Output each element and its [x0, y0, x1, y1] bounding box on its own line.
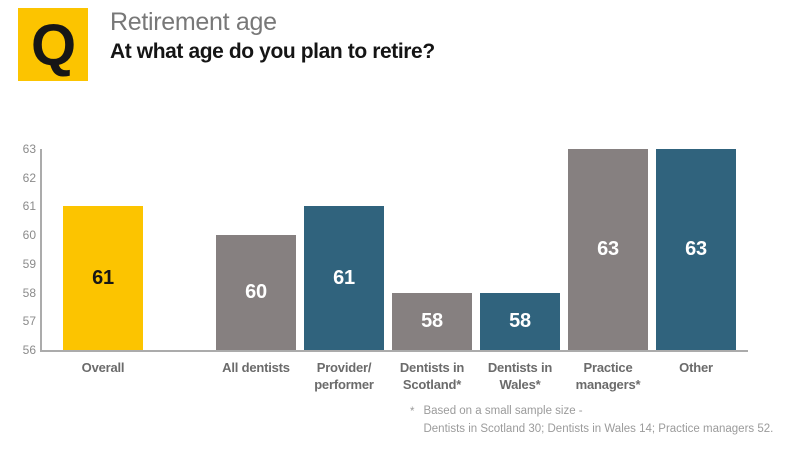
bar-value-label: 60 [245, 281, 267, 304]
bar-value-label: 63 [685, 238, 707, 260]
x-axis-label: Dentists in Scotland* [399, 360, 465, 392]
x-axis-label: Practice managers* [575, 360, 641, 392]
bar-provider-performer: 61 [304, 206, 384, 350]
y-axis-tick-label: 63 [22, 142, 36, 156]
footnote-line-1: Based on a small sample size - [423, 405, 583, 417]
y-axis-tick-label: 58 [22, 285, 36, 300]
chart-question-title: At what age do you plan to retire? [110, 40, 435, 63]
x-axis-label: Overall [81, 360, 125, 375]
x-axis-label: Provider/performer [314, 360, 374, 392]
y-axis-tick-label: 59 [22, 256, 36, 271]
question-logo: Q [18, 8, 88, 81]
bar-dentists-in-wales: 58 [480, 292, 560, 350]
bar-dentists-in-scotland: 58 [392, 292, 472, 350]
x-axis-label: Dentists in Wales* [487, 360, 553, 392]
x-axis-label: Other [679, 360, 713, 375]
footnote-asterisk: * [410, 406, 415, 418]
bar-value-label: 61 [92, 266, 114, 289]
bar-overall: 61 [63, 206, 143, 350]
y-axis-line [40, 149, 42, 352]
bar-value-label: 63 [597, 238, 619, 260]
bar-other: 63 [656, 149, 736, 350]
y-axis-tick-label: 57 [22, 314, 36, 329]
y-axis-tick-label: 56 [22, 343, 36, 357]
x-axis-label: All dentists [222, 360, 290, 375]
footnote-line-2: Dentists in Scotland 30; Dentists in Wal… [423, 423, 774, 435]
bar-practice-managers: 63 [568, 149, 648, 350]
footnote-text: Based on a small sample size - Dentists … [423, 402, 773, 438]
footnote: * Based on a small sample size - Dentist… [410, 402, 773, 438]
bar-value-label: 58 [421, 309, 443, 332]
bar-value-label: 61 [333, 266, 355, 289]
y-axis-tick-label: 61 [22, 199, 36, 214]
x-axis-line [40, 350, 748, 352]
y-axis-tick-label: 62 [22, 170, 36, 185]
bar-all-dentists: 60 [216, 235, 296, 350]
y-axis-tick-label: 60 [22, 228, 36, 243]
bar-value-label: 58 [509, 309, 531, 332]
chart-topic-title: Retirement age [110, 8, 277, 36]
question-logo-letter: Q [30, 12, 76, 78]
